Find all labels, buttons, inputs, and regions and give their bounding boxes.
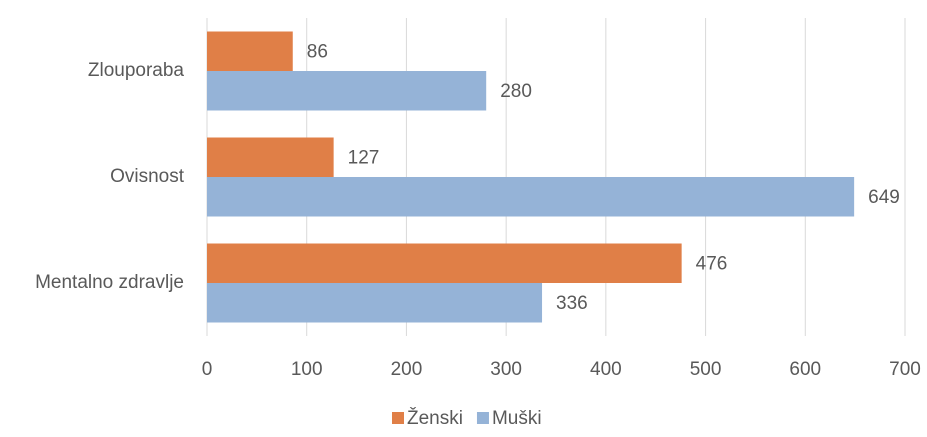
x-tick-label: 200 xyxy=(391,359,423,380)
bar xyxy=(207,283,543,323)
data-label: 336 xyxy=(556,293,588,314)
legend-label: Ženski xyxy=(407,407,463,429)
x-tick-label: 100 xyxy=(291,359,323,380)
x-tick-label: 500 xyxy=(690,359,722,380)
x-tick-label: 700 xyxy=(889,359,921,380)
data-label: 280 xyxy=(500,81,532,102)
legend-swatch xyxy=(476,412,489,424)
data-label: 127 xyxy=(348,147,380,168)
bar xyxy=(207,243,682,283)
bar xyxy=(207,137,334,177)
data-label: 476 xyxy=(696,253,728,274)
data-label: 649 xyxy=(868,187,900,208)
y-tick-label: Ovisnost xyxy=(110,166,185,187)
x-tick-label: 300 xyxy=(490,359,522,380)
legend-label: Muški xyxy=(492,408,542,429)
x-tick-label: 600 xyxy=(789,359,821,380)
data-label: 86 xyxy=(307,41,328,62)
bar xyxy=(207,71,487,111)
x-tick-label: 400 xyxy=(590,359,622,380)
legend-swatch xyxy=(392,412,404,424)
y-tick-label: Zlouporaba xyxy=(88,60,185,81)
bar xyxy=(207,177,855,217)
bar xyxy=(207,31,293,71)
y-tick-label: Mentalno zdravlje xyxy=(35,272,184,293)
x-tick-label: 0 xyxy=(202,359,213,380)
